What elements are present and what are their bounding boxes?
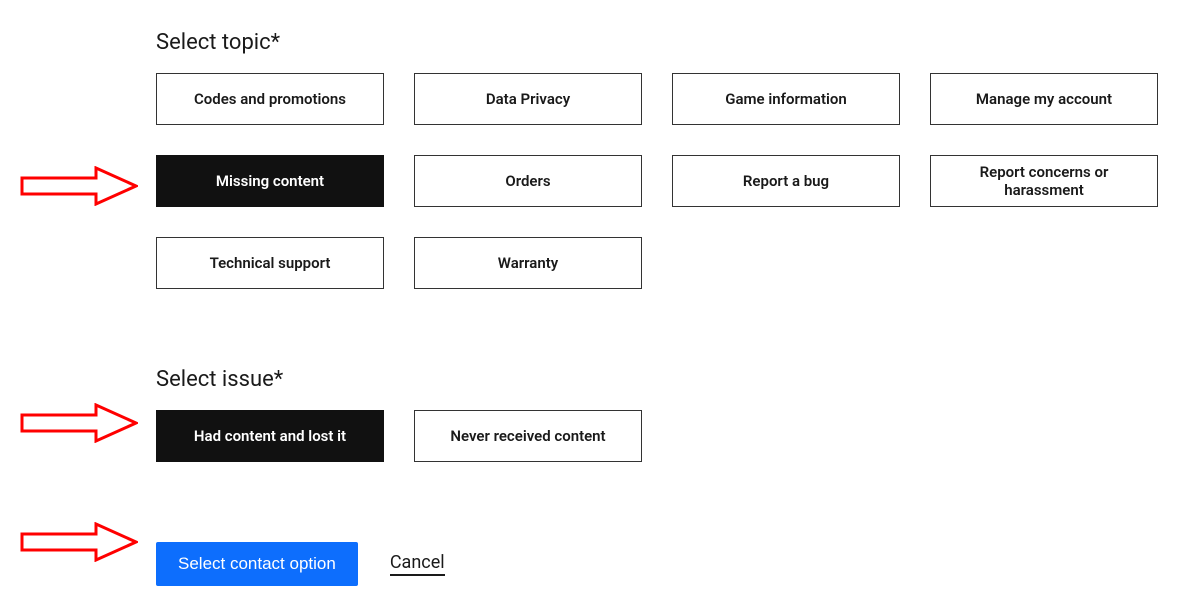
topic-missing-content[interactable]: Missing content — [156, 155, 384, 207]
topic-grid: Codes and promotions Data Privacy Game i… — [156, 73, 1161, 289]
topic-manage-account[interactable]: Manage my account — [930, 73, 1158, 125]
annotation-arrow-3 — [18, 522, 138, 562]
annotation-arrow-1 — [18, 166, 138, 206]
issue-grid: Had content and lost it Never received c… — [156, 410, 1161, 462]
topic-orders[interactable]: Orders — [414, 155, 642, 207]
topic-technical-support[interactable]: Technical support — [156, 237, 384, 289]
topic-codes-promotions[interactable]: Codes and promotions — [156, 73, 384, 125]
actions-row: Select contact option Cancel — [156, 542, 1161, 586]
topic-report-concerns[interactable]: Report concerns or harassment — [930, 155, 1158, 207]
cancel-link[interactable]: Cancel — [390, 552, 445, 576]
form-container: Select topic* Codes and promotions Data … — [156, 30, 1161, 586]
topic-heading: Select topic* — [156, 30, 1161, 55]
topic-game-information[interactable]: Game information — [672, 73, 900, 125]
issue-heading: Select issue* — [156, 367, 1161, 392]
select-contact-option-button[interactable]: Select contact option — [156, 542, 358, 586]
issue-had-lost[interactable]: Had content and lost it — [156, 410, 384, 462]
issue-never-received[interactable]: Never received content — [414, 410, 642, 462]
topic-report-bug[interactable]: Report a bug — [672, 155, 900, 207]
annotation-arrow-2 — [18, 403, 138, 443]
topic-warranty[interactable]: Warranty — [414, 237, 642, 289]
topic-data-privacy[interactable]: Data Privacy — [414, 73, 642, 125]
